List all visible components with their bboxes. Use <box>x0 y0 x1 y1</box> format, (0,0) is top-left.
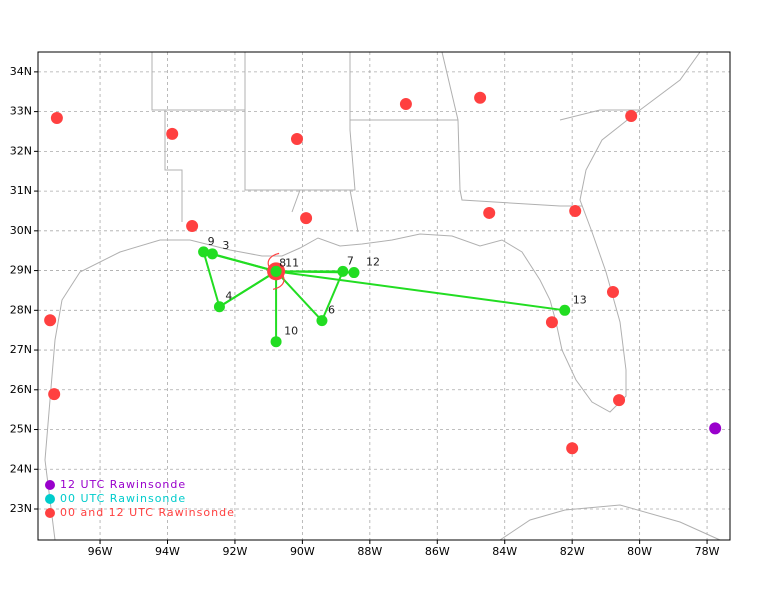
drop-point <box>270 336 282 348</box>
state-border <box>300 52 356 191</box>
track-line <box>321 270 344 322</box>
drop-label: 13 <box>573 293 587 306</box>
drop-label: 9 <box>208 235 215 248</box>
y-tick-label: 29N <box>10 264 32 277</box>
state-border <box>151 52 183 222</box>
map-frame <box>37 51 731 541</box>
legend-marker <box>45 480 55 490</box>
x-tick-label: 78W <box>695 545 720 558</box>
station <box>566 442 579 455</box>
legend-label: 00 UTC Rawinsonde <box>60 492 186 505</box>
legend-label: 12 UTC Rawinsonde <box>60 478 186 491</box>
station <box>44 314 57 327</box>
y-tick-label: 25N <box>10 423 32 436</box>
station <box>545 316 558 329</box>
station <box>186 220 199 233</box>
drop-point <box>206 248 218 260</box>
state-border <box>165 109 301 213</box>
legend-label: 00 and 12 UTC Rawinsonde <box>60 506 235 519</box>
x-tick-label: 94W <box>155 545 180 558</box>
legend-marker <box>45 494 55 504</box>
y-tick-label: 34N <box>10 65 32 78</box>
station <box>399 98 412 111</box>
drop-point <box>270 265 282 277</box>
state-border <box>441 51 459 121</box>
track-line <box>202 251 277 309</box>
drop-label: 8 <box>279 256 286 269</box>
x-tick-label: 88W <box>357 545 382 558</box>
station <box>48 388 61 401</box>
track-line <box>275 270 323 322</box>
state-border <box>349 189 359 233</box>
station <box>709 422 722 435</box>
cuba <box>499 504 721 541</box>
y-tick-label: 28N <box>10 303 32 316</box>
drop-point <box>559 304 571 316</box>
station <box>606 286 619 299</box>
drop-point <box>348 267 360 279</box>
drop-label: 7 <box>347 254 354 267</box>
drop-point <box>213 301 225 313</box>
station <box>166 127 179 140</box>
drop-label: 3 <box>222 239 229 252</box>
station <box>569 204 582 217</box>
y-tick-label: 27N <box>10 343 32 356</box>
y-tick-label: 32N <box>10 144 32 157</box>
station <box>613 394 626 407</box>
station <box>300 212 313 225</box>
state-border <box>350 119 582 207</box>
drop-label: 11 <box>285 256 299 269</box>
y-tick-label: 30N <box>10 224 32 237</box>
station <box>625 109 638 122</box>
drop-label: 10 <box>284 325 298 338</box>
y-tick-label: 26N <box>10 383 32 396</box>
track-line <box>212 252 277 273</box>
y-tick-label: 33N <box>10 105 32 118</box>
drop-label: 6 <box>328 304 335 317</box>
drop-point <box>316 315 328 327</box>
legend-marker <box>45 508 55 518</box>
x-tick-label: 86W <box>425 545 450 558</box>
station <box>483 206 496 219</box>
y-tick-label: 24N <box>10 462 32 475</box>
x-tick-label: 82W <box>560 545 585 558</box>
drop-point <box>198 246 210 258</box>
x-tick-label: 92W <box>223 545 248 558</box>
x-tick-label: 96W <box>88 545 113 558</box>
drop-point <box>337 265 349 277</box>
station <box>290 133 303 146</box>
state-border <box>559 109 640 121</box>
station <box>50 111 63 124</box>
y-tick-label: 23N <box>10 502 32 515</box>
drop-label: 12 <box>366 256 380 269</box>
coastline <box>44 51 701 541</box>
station <box>474 91 487 104</box>
x-tick-label: 84W <box>492 545 517 558</box>
geography <box>44 51 721 541</box>
x-tick-label: 90W <box>290 545 315 558</box>
drop-label: 4 <box>225 290 232 303</box>
track-line <box>275 270 565 312</box>
y-tick-label: 31N <box>10 184 32 197</box>
x-tick-label: 80W <box>627 545 652 558</box>
